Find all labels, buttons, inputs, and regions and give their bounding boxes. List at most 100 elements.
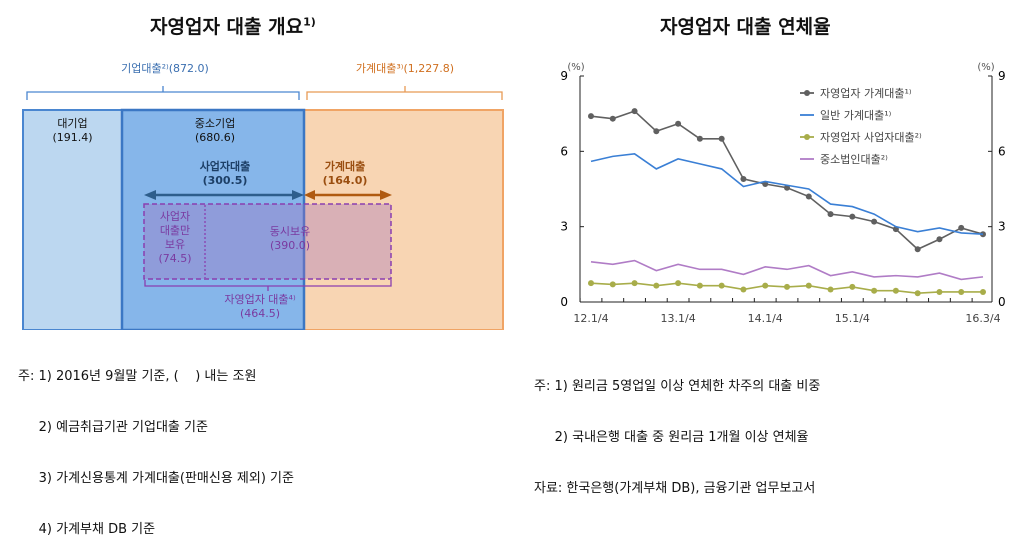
data-point-0 <box>871 218 878 225</box>
both-label: 동시보유 (390.0) <box>240 225 340 253</box>
self-employed-name: 자영업자 대출⁴⁾ <box>224 293 296 306</box>
large-firms-label: 대기업 (191.4) <box>23 117 122 145</box>
title-text: 자영업자 대출 개요 <box>150 16 304 38</box>
series-line-3 <box>590 259 984 281</box>
data-point-0 <box>827 211 834 218</box>
data-point-0 <box>936 236 943 243</box>
title-footnote: 1) <box>303 15 316 29</box>
source-line: 자료: 한국은행(가계부채 DB), 금융기관 업무보고서 <box>534 481 816 496</box>
large-firms-value: (191.4) <box>52 131 93 144</box>
note-line: 주: 1) 2016년 9월말 기준, ( ) 내는 조원 <box>18 369 257 384</box>
series-line-1 <box>590 153 984 235</box>
x-tick-label: 15.1/4 <box>835 312 870 325</box>
orange-household-box <box>303 109 504 330</box>
household-loans-label: 가계대출³⁾(1,227.8) <box>355 62 455 75</box>
note-line: 3) 가계신용통계 가계대출(판매신용 제외) 기준 <box>18 471 294 486</box>
light-blue-large-firm-box <box>22 109 123 330</box>
right-notes: 주: 1) 원리금 5영업일 이상 연체한 차주의 대출 비중 2) 국내은행 … <box>534 344 820 514</box>
blue-sme-box <box>120 108 306 330</box>
data-point-0 <box>914 246 921 253</box>
both-value: (390.0) <box>269 239 311 252</box>
household-part-name: 가계대출 <box>324 160 366 173</box>
left-notes: 주: 1) 2016년 9월말 기준, ( ) 내는 조원 2) 예금취급기관 … <box>18 334 294 555</box>
data-point-2 <box>740 286 747 293</box>
x-tick-label: 14.1/4 <box>748 312 783 325</box>
legend-marker <box>804 134 810 140</box>
business-only-value: (74.5) <box>158 252 192 265</box>
corporate-bracket <box>26 86 300 100</box>
y-tick-label-right: 6 <box>998 144 1006 158</box>
x-tick-label: 13.1/4 <box>661 312 696 325</box>
y-tick-label-left: 3 <box>560 220 568 234</box>
x-tick-label: 16.3/4 <box>965 312 1000 325</box>
business-only-name: 사업자 대출만 보유 <box>159 210 191 251</box>
note-line: 2) 예금취급기관 기업대출 기준 <box>18 420 208 435</box>
y-unit-left: (%) <box>567 62 584 73</box>
data-point-2 <box>784 283 790 290</box>
legend-label: 자영업자 사업자대출²⁾ <box>820 131 922 144</box>
chart-title: 자영업자 대출 연체율 <box>660 16 831 38</box>
arrowhead-left <box>304 190 315 200</box>
household-part-label: 가계대출 (164.0) <box>300 160 390 188</box>
data-point-2 <box>871 287 878 294</box>
data-point-0 <box>740 175 747 182</box>
data-point-0 <box>653 128 660 135</box>
data-point-0 <box>805 193 812 200</box>
business-loans-label: 사업자대출 (300.5) <box>170 160 280 188</box>
data-point-2 <box>827 286 834 293</box>
sme-value: (680.6) <box>194 131 236 144</box>
both-name: 동시보유 <box>269 225 311 238</box>
data-point-2 <box>892 287 899 294</box>
data-point-2 <box>914 290 921 297</box>
data-point-0 <box>675 120 682 127</box>
self-employed-value: (464.5) <box>239 307 281 320</box>
business-loans-value: (300.5) <box>202 174 248 187</box>
data-point-0 <box>718 135 725 142</box>
loan-overview-diagram <box>22 86 504 330</box>
note-line: 주: 1) 원리금 5영업일 이상 연체한 차주의 대출 비중 <box>534 379 821 394</box>
legend-marker <box>804 90 810 96</box>
data-point-2 <box>609 281 616 288</box>
data-point-0 <box>849 213 856 220</box>
y-tick-label-right: 0 <box>998 295 1006 309</box>
diagram-title: 자영업자 대출 개요1) <box>150 12 316 39</box>
data-point-2 <box>936 288 943 295</box>
x-tick-label: 12.1/4 <box>573 312 608 325</box>
arrowhead-left <box>144 190 156 200</box>
data-point-0 <box>609 115 616 122</box>
legend-label: 자영업자 가계대출¹⁾ <box>820 87 912 100</box>
sme-name: 중소기업 <box>194 117 236 130</box>
sme-label: 중소기업 (680.6) <box>160 117 270 145</box>
data-point-2 <box>718 282 725 289</box>
delinquency-line-chart: 0 03 36 69 9(%) (%)12.1/4 13.1/4 14.1/4 15.1/4 16… <box>560 62 1006 325</box>
data-point-0 <box>696 135 703 142</box>
y-tick-label-left: 0 <box>560 295 568 309</box>
self-employed-bracket <box>144 280 392 291</box>
y-tick-label-left: 9 <box>560 69 568 83</box>
business-only-label: 사업자 대출만 보유 (74.5) <box>145 210 205 266</box>
arrowhead-right <box>380 190 392 200</box>
data-point-0 <box>631 108 638 115</box>
household-part-value: (164.0) <box>322 174 368 187</box>
data-point-2 <box>696 282 703 289</box>
household-bracket <box>306 86 503 100</box>
y-tick-label-left: 6 <box>560 144 568 158</box>
data-point-2 <box>805 282 812 289</box>
self-employed-label: 자영업자 대출⁴⁾ (464.5) <box>200 293 320 321</box>
data-point-2 <box>762 282 769 289</box>
arrowhead-right <box>292 190 304 200</box>
data-point-2 <box>849 283 856 290</box>
data-point-2 <box>958 288 965 295</box>
data-point-0 <box>588 113 594 120</box>
corporate-loans-label: 기업대출²⁾(872.0) <box>121 62 209 75</box>
large-firms-name: 대기업 <box>57 117 88 130</box>
data-point-0 <box>958 224 965 231</box>
self-employed-dashed-box <box>143 203 392 280</box>
data-point-2 <box>675 280 682 287</box>
legend-label: 일반 가계대출¹⁾ <box>820 108 892 122</box>
y-unit-right: (%) <box>977 62 994 73</box>
business-loans-name: 사업자대출 <box>199 160 251 173</box>
series-line-0 <box>590 110 984 251</box>
note-line: 2) 국내은행 대출 중 원리금 1개월 이상 연체율 <box>534 430 809 445</box>
data-point-2 <box>980 288 986 295</box>
